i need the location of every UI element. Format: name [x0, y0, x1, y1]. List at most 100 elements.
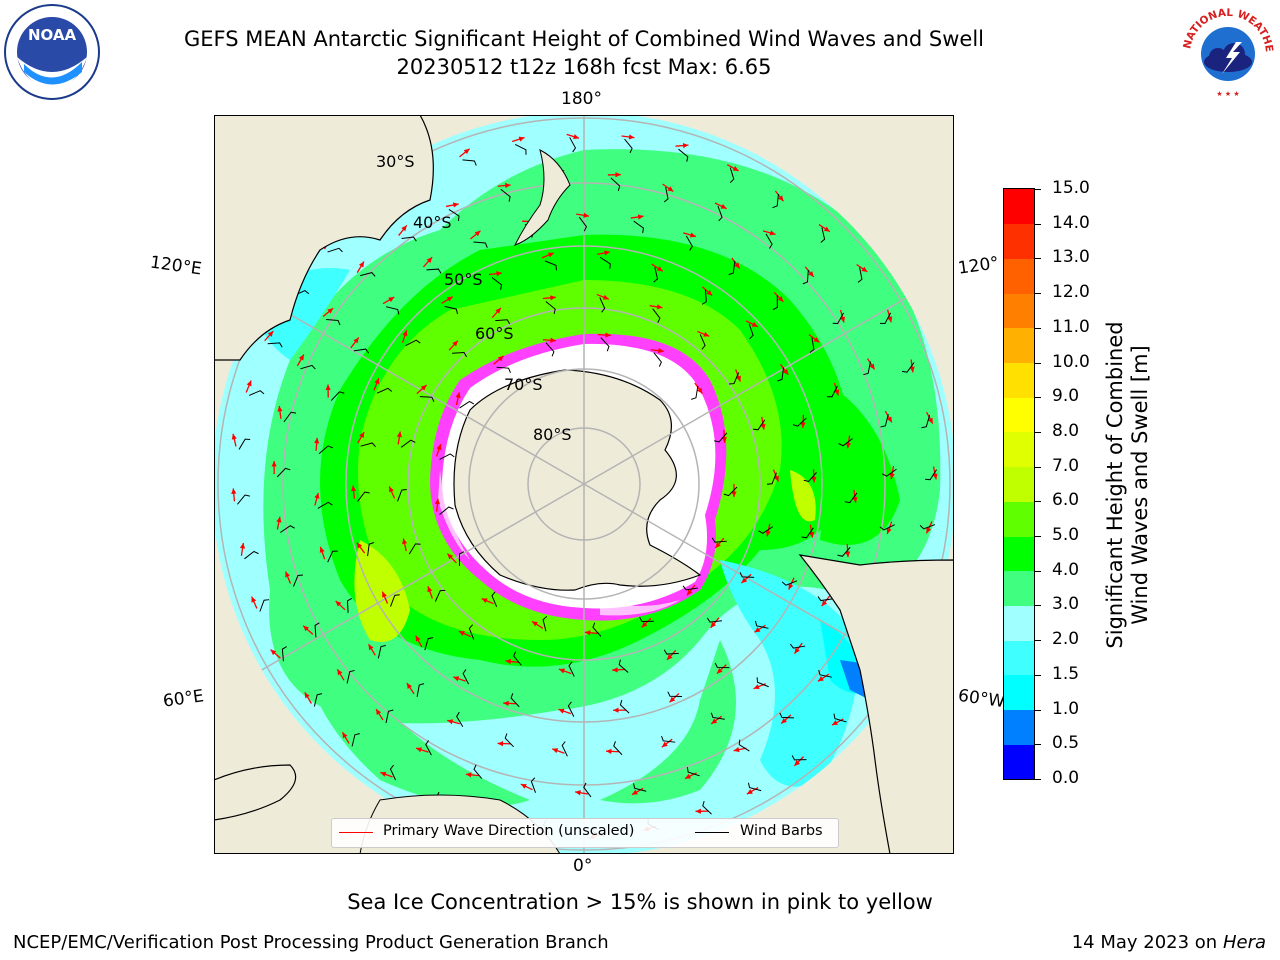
wind-barb	[510, 693, 520, 708]
colorbar-tick-label: 4.0	[1052, 559, 1080, 580]
wind-barb	[882, 468, 897, 477]
wind-barb	[728, 260, 736, 276]
wind-barb	[473, 241, 488, 248]
colorbar-segment	[1004, 466, 1034, 502]
wave-arrow-head	[584, 630, 591, 636]
wind-barb	[652, 308, 661, 323]
wind-barb	[496, 366, 511, 373]
wind-barb	[326, 319, 341, 326]
wind-barb	[748, 323, 754, 340]
wind-barb	[802, 269, 809, 285]
wave-arrow-head	[746, 789, 753, 795]
wave-arrow-head	[808, 271, 814, 277]
wind-barb	[353, 348, 370, 354]
wave-arrow-head	[721, 437, 727, 443]
wave-arrow-head	[458, 631, 465, 636]
wind-barb	[925, 469, 937, 481]
wind-barb	[613, 741, 623, 756]
wave-arrow-head	[615, 172, 621, 178]
wind-barb	[459, 400, 475, 409]
wave-arrow-head	[276, 516, 282, 523]
wind-barb	[633, 220, 644, 234]
colorbar-segment	[1004, 258, 1034, 294]
wave-arrow-head	[298, 354, 304, 361]
wave-direction-legend-label: Primary Wave Direction (unscaled)	[383, 823, 635, 839]
colorbar-tick	[1035, 293, 1041, 295]
wind-barb-legend-line	[695, 832, 729, 833]
wind-barb	[653, 352, 662, 367]
wave-arrow-head	[811, 476, 817, 483]
wind-barb	[624, 138, 633, 154]
wave-arrow-head	[710, 621, 717, 628]
wind-barb	[738, 739, 750, 752]
africa-land	[214, 764, 297, 821]
wind-barb	[491, 277, 503, 290]
wave-arrow-head	[631, 789, 638, 795]
colorbar-tick-label: 15.0	[1052, 178, 1090, 198]
wave-arrow-head	[453, 676, 460, 682]
wave-arrow-head	[239, 542, 246, 549]
wind-barb	[351, 733, 360, 747]
wind-barb	[283, 411, 297, 423]
wind-barb	[772, 193, 779, 209]
wind-barb	[661, 735, 676, 743]
wave-arrow-head	[420, 385, 427, 391]
wind-barb	[448, 209, 460, 222]
wind-barb	[346, 669, 355, 684]
wind-barb	[444, 305, 458, 315]
wave-arrow-head	[765, 530, 771, 537]
wind-barb	[458, 551, 465, 566]
wind-barb	[491, 591, 498, 607]
wind-barb	[880, 414, 889, 428]
colorbar-tick-label: 8.0	[1052, 420, 1080, 441]
wind-barb	[357, 491, 370, 502]
wave-arrow-head	[388, 297, 395, 303]
wave-arrow-head	[686, 589, 693, 596]
wind-barb	[390, 594, 400, 607]
colorbar-tick-label: 1.0	[1052, 698, 1080, 719]
lat-label-60s: 60°S	[475, 324, 514, 343]
colorbar-tick	[1035, 362, 1041, 364]
wind-barb	[781, 580, 798, 586]
wind-barb	[367, 542, 375, 557]
colorbar-tick	[1035, 640, 1041, 642]
svg-text:★ ★ ★: ★ ★ ★	[1216, 90, 1239, 98]
wave-arrow-head	[689, 232, 696, 238]
wave-arrow-head	[604, 250, 610, 256]
wind-barb	[292, 574, 304, 587]
wave-arrow-head	[452, 202, 459, 208]
wave-arrow-head	[760, 423, 766, 430]
wave-arrow-head	[497, 355, 504, 362]
wind-barb	[863, 361, 871, 376]
wind-barb	[314, 622, 320, 638]
wind-barb	[678, 148, 689, 162]
wind-barb	[425, 740, 432, 756]
wind-barb	[767, 472, 777, 485]
wave-arrow-head	[720, 203, 727, 209]
lat-label-30s: 30°S	[376, 152, 415, 171]
colorbar-segment	[1004, 570, 1034, 606]
colorbar-tick	[1035, 501, 1041, 503]
wind-barb	[803, 472, 817, 483]
colorbar-tick-label: 2.0	[1052, 629, 1080, 650]
wind-barb	[327, 247, 343, 253]
wave-arrow-head	[741, 577, 748, 584]
wind-barb	[504, 733, 514, 748]
wave-arrow-head	[434, 498, 441, 505]
wave-arrow-head	[446, 296, 453, 302]
colorbar-tick-label: 9.0	[1052, 386, 1080, 407]
wave-arrow-head	[267, 331, 274, 337]
wind-barb	[772, 295, 778, 311]
colorbar-segment	[1004, 223, 1034, 259]
colorbar-tick-label: 6.0	[1052, 490, 1080, 511]
wind-barb	[619, 699, 630, 714]
wind-barb	[901, 362, 915, 373]
wind-barb	[663, 649, 679, 655]
wind-barb	[592, 622, 602, 637]
colorbar-tick-label: 10.0	[1052, 351, 1090, 372]
wind-barb	[702, 800, 712, 815]
wind-barb	[729, 167, 735, 183]
wave-arrow-head	[637, 214, 644, 220]
wind-barb	[473, 764, 483, 779]
